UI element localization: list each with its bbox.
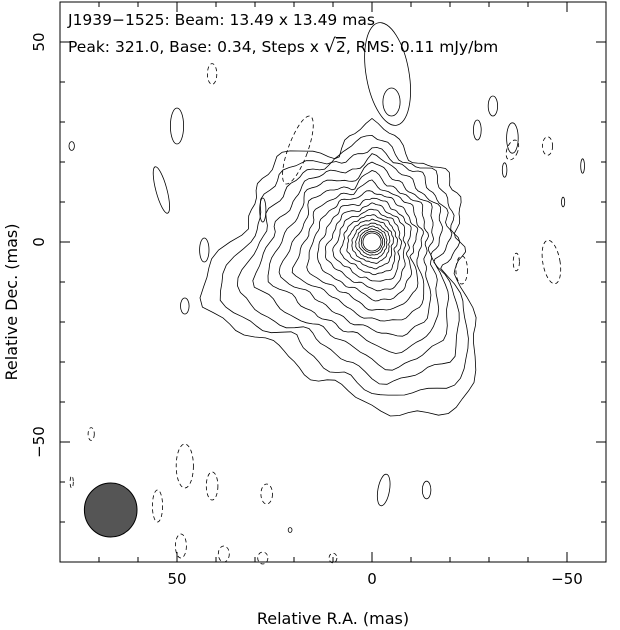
contour-level-7	[291, 179, 425, 322]
positive-contour-3	[169, 107, 184, 145]
negative-contour-18	[207, 63, 218, 85]
negative-contour-23	[455, 255, 468, 285]
x-tick-label: 50	[167, 570, 186, 588]
positive-contour-8	[376, 473, 391, 507]
axes	[59, 1, 607, 563]
contour-level-11	[332, 208, 403, 282]
positive-contour-1	[364, 22, 411, 126]
positive-contour-11	[506, 122, 519, 154]
contour-level-1	[199, 117, 477, 417]
contour-level-10	[325, 202, 407, 292]
y-tick-label: 0	[30, 237, 48, 247]
sqrt-two: 2	[336, 38, 346, 56]
negative-contour-17	[282, 115, 314, 185]
negative-contour-29	[217, 545, 230, 563]
contour-level-5	[267, 161, 440, 354]
labels: 50 0 −50 50 0 −50 Relative R.A. (mas) Relative …	[2, 11, 583, 628]
contour-level-16	[358, 228, 386, 256]
x-tick-label: −50	[551, 570, 583, 588]
y-axis-label: Relative Dec. (mas)	[2, 224, 21, 381]
contour-level-8	[306, 190, 419, 311]
positive-contour-2	[382, 87, 401, 117]
negative-contour-22	[512, 252, 520, 272]
plot-frame	[59, 1, 607, 563]
contour-level-12	[339, 214, 399, 276]
contour-level-3	[236, 147, 460, 385]
positive-contour-7	[180, 297, 190, 315]
contour-level-4	[252, 153, 450, 371]
negative-contour-24	[175, 443, 194, 489]
sqrt-symbol: √	[324, 35, 337, 57]
header-prefix: Peak: 321.0, Base: 0.34, Steps x	[68, 38, 324, 56]
beam-group	[83, 482, 138, 538]
positive-contour-13	[561, 196, 566, 208]
positive-contour-33	[287, 527, 293, 533]
positive-contour-4	[152, 166, 170, 214]
negative-contour-28	[174, 533, 187, 559]
negative-contour-31	[87, 427, 95, 441]
negative-contour-30	[257, 551, 269, 565]
header-line-1: J1939−1525: Beam: 13.49 x 13.49 mas	[67, 11, 375, 29]
negative-contour-20	[542, 136, 554, 156]
contour-level-6	[278, 170, 432, 337]
y-tick-label: −50	[30, 426, 48, 458]
x-tick-label: 0	[367, 570, 377, 588]
positive-contour-10	[472, 119, 482, 141]
y-tick-label: 50	[30, 32, 48, 51]
header-suffix: , RMS: 0.11 mJy/bm	[346, 38, 498, 56]
negative-contour-19	[505, 139, 520, 161]
negative-contour-32	[328, 552, 338, 564]
beam-ellipse	[83, 482, 138, 538]
contour-level-15	[355, 225, 388, 259]
positive-contour-9	[421, 480, 432, 500]
contour-lines	[68, 22, 585, 565]
negative-contour-25	[205, 471, 219, 501]
contour-level-2	[219, 134, 469, 396]
header-line-2: Peak: 321.0, Base: 0.34, Steps x √2, RMS…	[68, 35, 498, 57]
negative-contour-26	[260, 483, 273, 505]
negative-contour-27	[151, 489, 163, 523]
positive-contour-16	[68, 141, 75, 151]
positive-contour-14	[580, 158, 585, 174]
contour-level-13	[346, 218, 394, 270]
positive-contour-5	[259, 197, 267, 223]
contour-level-17	[360, 230, 384, 254]
x-axis-label: Relative R.A. (mas)	[257, 609, 409, 628]
positive-contour-12	[501, 162, 508, 178]
negative-contour-21	[541, 239, 562, 285]
positive-contour-15	[487, 95, 498, 117]
contour-level-18	[362, 232, 382, 252]
contour-level-14	[351, 222, 391, 264]
contour-level-9	[317, 197, 412, 302]
positive-contour-6	[199, 237, 210, 263]
negative-contour-34	[69, 475, 74, 489]
